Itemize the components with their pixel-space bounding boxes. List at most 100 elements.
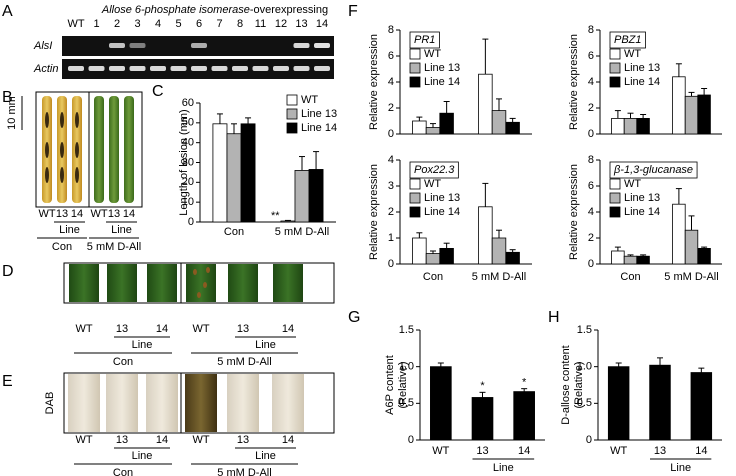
leaf [272,374,304,432]
legend-label: Line 14 [624,206,660,218]
bar [280,220,296,223]
y-tick-label: 1.0 [577,361,592,373]
gel-band [170,66,187,71]
bar [684,95,699,135]
legend-label: Line 14 [424,76,460,88]
title-box [609,161,698,179]
legend-label: Line 14 [301,122,337,134]
lane-label: 13 [295,18,307,30]
bar [412,120,427,135]
lane-label: 2 [114,18,120,30]
y-tick-label: 1.5 [577,324,592,336]
x-tick-label: Con [423,271,443,283]
y-tick-label: 20 [182,176,194,188]
lane-label: WT [90,208,107,220]
bar [611,118,625,135]
lane-label: 13 [116,323,128,335]
panel-label: D [2,263,14,280]
y-tick-label: 8 [588,154,594,166]
lane-label: 4 [155,18,161,30]
title-part: -overexpressing [250,4,328,16]
panel-label: A [2,3,13,20]
leaf [146,374,178,432]
bar [636,255,650,265]
lane-label: 11 [255,18,266,30]
bar [684,229,699,265]
lane-label: WT [38,208,55,220]
bar [697,247,711,265]
leaf [124,96,134,203]
significance: * [480,380,485,392]
gel-band [191,66,207,71]
y-tick-label: 0.5 [577,397,592,409]
title-box [609,31,646,49]
gel-band [211,66,228,71]
y-tick-label: 6 [588,180,594,192]
lane-label: 1 [93,18,99,30]
leaf [107,264,137,302]
legend-swatch [286,122,298,134]
lane-label: WT [67,18,84,30]
group-label: 5 mM D-All [217,356,271,368]
lesion [60,112,64,128]
y-tick-label: 0 [388,258,394,270]
lane-label: 14 [123,208,135,220]
gel-title: Allose 6-phosphate isomerase-overexpress… [101,4,328,16]
x-tick-label: WT [610,445,627,457]
gel-band [191,43,207,48]
legend-label: WT [424,48,441,60]
legend-label: Line 13 [424,62,460,74]
legend-swatch [409,48,421,60]
panel-label: C [152,83,164,100]
y-tick-label: 0.5 [399,397,414,409]
gel-band [109,43,125,48]
bar [690,372,713,441]
x-tick-label: 5 mM D-All [664,271,718,283]
legend-swatch [409,192,421,204]
panel-label: B [2,89,13,106]
y-tick-label: 2 [388,102,394,114]
lesion [193,269,197,275]
lesion [75,167,79,183]
legend-swatch [409,76,421,88]
lesion [45,142,49,158]
legend-swatch [609,62,621,74]
y-tick-label: 4 [588,76,594,88]
panel-label: G [348,309,360,326]
y-tick-label: 40 [182,137,194,149]
lesion [75,142,79,158]
significance: ** [271,210,280,222]
bar [505,251,520,265]
gel-band [232,66,248,71]
legend-label: Line 13 [624,192,660,204]
gel-band [314,66,330,71]
y-tick-label: 60 [182,97,194,109]
legend-label: Line 14 [424,206,460,218]
bar [623,118,638,135]
legend-label: Line 13 [624,62,660,74]
y-tick-label: 2 [588,102,594,114]
leaf [228,264,258,302]
lane-label: 5 [175,18,181,30]
gel-row-label: Actin [33,63,58,75]
bar [672,76,686,135]
chart-title: PR1 [414,34,435,46]
line-label: Line [111,224,132,236]
lane-label: 14 [156,434,168,446]
bar [672,203,686,265]
x-tick-label: 14 [695,445,707,457]
leaf [94,96,104,203]
y-tick-label: 6 [588,50,594,62]
x-tick-label: 13 [654,445,666,457]
bar [212,123,228,223]
bar [439,247,454,265]
y-tick-label: 4 [388,76,394,88]
bar [471,397,494,441]
y-tick-label: 3 [388,180,394,192]
bar [607,366,630,441]
significance: * [522,377,527,389]
leaf [106,374,138,432]
bar [513,391,535,441]
x-tick-label: 13 [476,445,488,457]
bar [491,110,507,135]
